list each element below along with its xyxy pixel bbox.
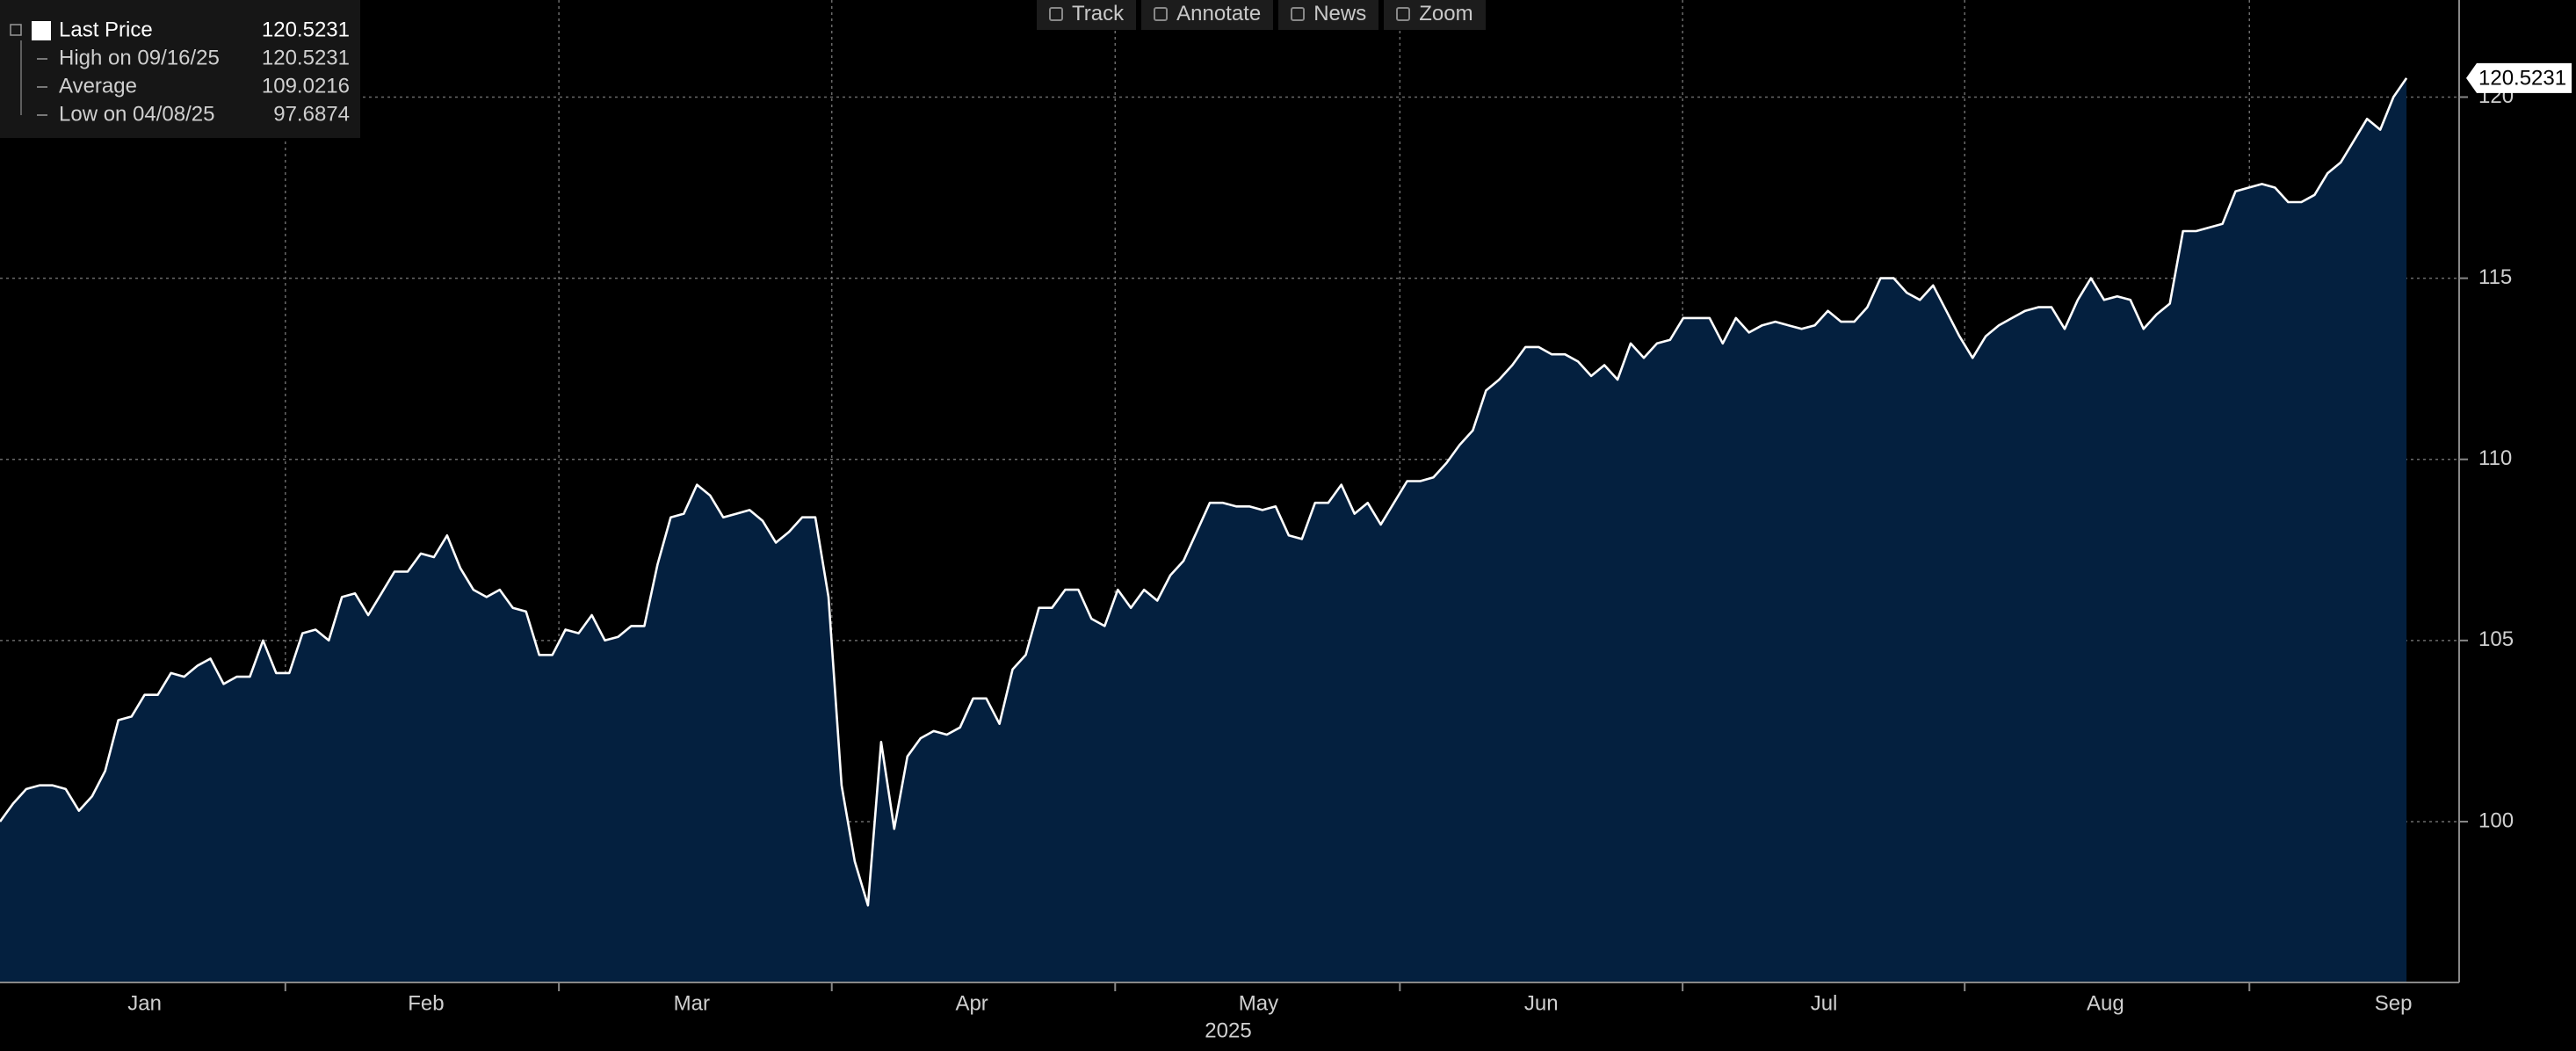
toolbar-button[interactable]: Zoom xyxy=(1384,0,1486,30)
toolbar-icon xyxy=(1291,7,1306,21)
toolbar-icon xyxy=(1154,7,1169,21)
toolbar-button[interactable]: Annotate xyxy=(1141,0,1274,30)
x-axis-label: 2025 xyxy=(1205,1018,1251,1042)
legend-panel: Last Price 120.5231 High on 09/16/25 120.52… xyxy=(10,18,350,126)
x-tick-label: Feb xyxy=(408,991,444,1015)
last-price-tag: 120.5231 xyxy=(2478,66,2566,90)
last-price-tag-bg xyxy=(2466,62,2572,93)
toolbar-icon xyxy=(1049,7,1063,21)
stat-value: 97.6874 xyxy=(273,102,350,126)
stat-label: Low on 04/08/25 xyxy=(59,102,214,126)
stat-label: High on 09/16/25 xyxy=(59,46,220,69)
legend-swatch xyxy=(32,21,51,40)
x-tick-label: May xyxy=(1239,991,1278,1015)
stat-value: 109.0216 xyxy=(262,74,350,98)
x-tick-label: Aug xyxy=(2087,991,2124,1015)
x-tick-label: Jan xyxy=(127,991,162,1015)
legend-value: 120.5231 xyxy=(262,18,350,41)
toolbar-label: Zoom xyxy=(1419,2,1473,25)
y-tick-label: 110 xyxy=(2478,446,2512,470)
x-tick-label: Apr xyxy=(955,991,988,1015)
collapse-icon xyxy=(10,24,22,36)
stat-value: 120.5231 xyxy=(262,46,350,69)
toolbar-button[interactable]: News xyxy=(1278,0,1379,30)
area-fill xyxy=(0,77,2407,982)
toolbar-button[interactable]: Track xyxy=(1037,0,1137,30)
toolbar-label: Annotate xyxy=(1176,2,1262,25)
y-tick-label: 100 xyxy=(2478,808,2514,832)
x-tick-label: Mar xyxy=(674,991,710,1015)
y-tick-label: 115 xyxy=(2478,265,2512,289)
x-tick-label: Jul xyxy=(1811,991,1838,1015)
x-tick-label: Sep xyxy=(2375,991,2413,1015)
stat-label: Average xyxy=(59,74,137,98)
x-tick-label: Jun xyxy=(1524,991,1559,1015)
toolbar-icon xyxy=(1396,7,1411,21)
legend-name: Last Price xyxy=(59,18,153,41)
toolbar-label: News xyxy=(1313,2,1367,25)
legend: Last Price 120.5231 High on 09/16/25 120.52… xyxy=(0,0,360,138)
toolbar: Track Annotate News Zoom xyxy=(1037,0,1486,30)
price-line xyxy=(0,77,2408,907)
toolbar-label: Track xyxy=(1072,2,1125,25)
y-tick-label: 105 xyxy=(2478,627,2514,651)
